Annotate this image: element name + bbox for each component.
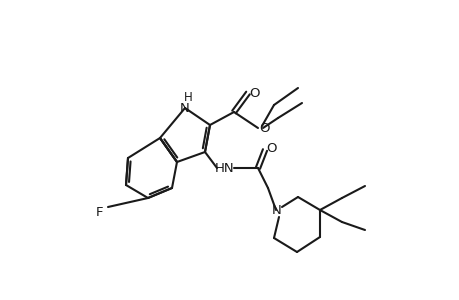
Text: O: O bbox=[266, 142, 277, 155]
Text: O: O bbox=[259, 122, 270, 134]
Text: O: O bbox=[249, 86, 260, 100]
Text: F: F bbox=[96, 206, 104, 218]
Text: H: H bbox=[183, 91, 192, 103]
Text: HN: HN bbox=[215, 161, 234, 175]
Text: N: N bbox=[272, 203, 281, 217]
Text: N: N bbox=[180, 101, 190, 115]
